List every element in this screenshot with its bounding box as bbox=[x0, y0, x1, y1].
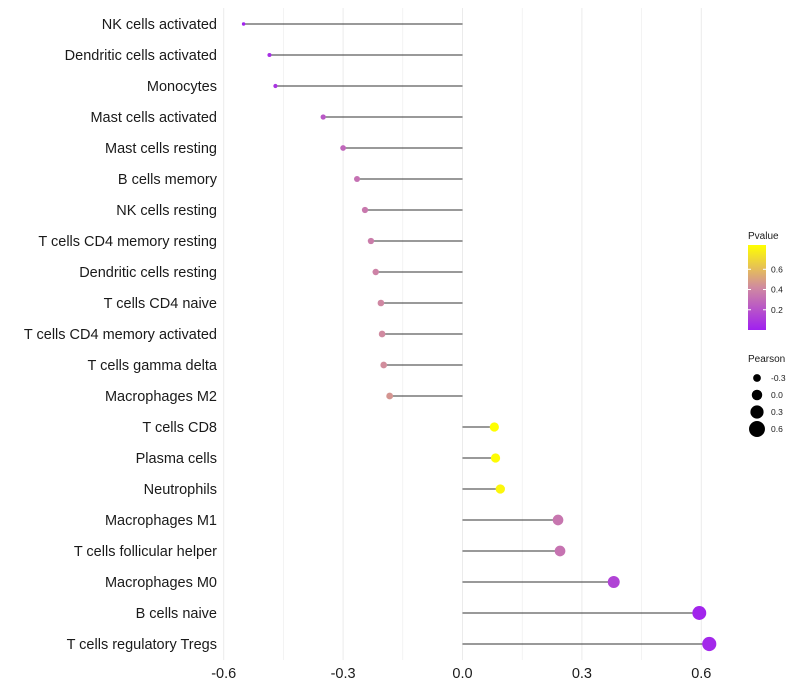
lollipop-sticks bbox=[243, 23, 710, 645]
lollipop-point bbox=[490, 453, 501, 463]
lollipop-point bbox=[354, 175, 361, 183]
y-axis-label: Macrophages M1 bbox=[105, 513, 217, 529]
size-legend-dot bbox=[749, 421, 765, 437]
y-axis-label: Mast cells resting bbox=[105, 141, 217, 157]
lollipop-point bbox=[361, 206, 369, 214]
y-axis-label: T cells gamma delta bbox=[88, 358, 218, 374]
x-axis-ticks: -0.6 -0.3 0.0 0.3 0.6 bbox=[211, 666, 711, 682]
lollipop-point bbox=[267, 52, 272, 58]
size-legend-label: 0.0 bbox=[771, 390, 783, 400]
y-axis-label: T cells CD4 memory activated bbox=[24, 327, 217, 343]
size-legend-label: -0.3 bbox=[771, 373, 786, 383]
x-tick-label: 0.0 bbox=[452, 666, 472, 682]
size-legend-label: 0.6 bbox=[771, 424, 783, 434]
lollipop-point bbox=[377, 299, 385, 307]
size-legend-dot bbox=[750, 405, 764, 419]
lollipop-points bbox=[241, 22, 717, 652]
size-legend-dot bbox=[753, 374, 761, 382]
lollipop-point bbox=[340, 145, 346, 151]
lollipop-point bbox=[378, 330, 386, 338]
lollipop-point bbox=[380, 361, 388, 369]
y-axis-label: T cells follicular helper bbox=[74, 544, 217, 560]
lollipop-point bbox=[692, 606, 707, 620]
lollipop-point bbox=[367, 237, 375, 245]
y-axis-labels: NK cells activated Dendritic cells activa… bbox=[24, 17, 218, 653]
lollipop-point bbox=[386, 392, 394, 400]
y-axis-label: B cells memory bbox=[118, 172, 218, 188]
y-axis-label: Mast cells activated bbox=[90, 110, 217, 126]
lollipop-point bbox=[273, 83, 278, 89]
size-legend-dot bbox=[751, 389, 763, 401]
y-axis-label: Neutrophils bbox=[144, 482, 217, 498]
y-axis-label: Macrophages M2 bbox=[105, 389, 217, 405]
lollipop-point bbox=[552, 514, 564, 526]
color-legend-bar bbox=[748, 245, 766, 330]
lollipop-point bbox=[495, 484, 505, 494]
y-axis-label: Macrophages M0 bbox=[105, 575, 217, 591]
y-axis-label: Plasma cells bbox=[136, 451, 217, 467]
size-legend-label: 0.3 bbox=[771, 407, 783, 417]
lollipop-point bbox=[372, 268, 379, 276]
lollipop-point bbox=[554, 545, 566, 557]
color-legend-label: 0.2 bbox=[771, 305, 783, 315]
color-legend-label: 0.4 bbox=[771, 285, 783, 295]
y-axis-label: NK cells activated bbox=[102, 17, 217, 33]
y-axis-label: NK cells resting bbox=[116, 203, 217, 219]
y-axis-label: Dendritic cells activated bbox=[65, 48, 217, 64]
size-legend-title: Pearson bbox=[748, 354, 785, 365]
y-axis-label: T cells CD8 bbox=[142, 420, 217, 436]
color-legend-label: 0.6 bbox=[771, 264, 783, 274]
x-tick-label: -0.3 bbox=[331, 666, 356, 682]
lollipop-point bbox=[702, 636, 717, 652]
y-axis-label: T cells CD4 memory resting bbox=[38, 234, 217, 250]
y-axis-label: T cells CD4 naive bbox=[104, 296, 217, 312]
x-tick-label: 0.6 bbox=[691, 666, 711, 682]
lollipop-point bbox=[607, 576, 620, 588]
x-tick-label: 0.3 bbox=[572, 666, 592, 682]
y-axis-label: Monocytes bbox=[147, 79, 217, 95]
lollipop-point bbox=[489, 422, 499, 432]
y-axis-label: B cells naive bbox=[136, 606, 217, 622]
x-tick-label: -0.6 bbox=[211, 666, 236, 682]
lollipop-point bbox=[241, 22, 246, 26]
y-axis-label: T cells regulatory Tregs bbox=[67, 637, 217, 653]
y-axis-label: Dendritic cells resting bbox=[79, 265, 217, 281]
lollipop-point bbox=[320, 114, 326, 120]
legend: Pvalue 0.6 0.4 0.2 Pearson -0.3 0.0 0.3 0.6 bbox=[748, 231, 786, 437]
color-legend-title: Pvalue bbox=[748, 231, 779, 242]
